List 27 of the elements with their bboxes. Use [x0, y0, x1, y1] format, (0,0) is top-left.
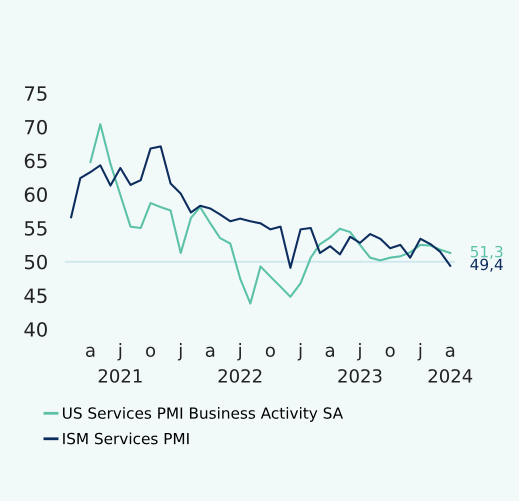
x-tick-label: o	[386, 346, 395, 358]
y-tick-label: 75	[25, 86, 47, 101]
annotation: 51,3	[470, 246, 502, 259]
y-tick-label: 65	[24, 154, 47, 168]
x-tick-label: j 2021	[98, 343, 142, 383]
x-tick-label: j	[298, 343, 302, 361]
y-tick-label: 60	[24, 187, 47, 202]
x-tick-label: j 2022	[218, 343, 262, 383]
annotation: 49,4	[470, 258, 503, 272]
x-tick-label: o	[146, 346, 156, 358]
x-tick-label: j	[178, 343, 182, 361]
x-tick-label: a	[326, 346, 334, 358]
x-tick-label: j 2023	[338, 343, 382, 383]
y-tick-label: 50	[24, 254, 47, 270]
legend-label: ISM Services PMI	[63, 432, 189, 444]
x-tick-label: a	[86, 346, 94, 358]
x-tick-label: j	[418, 343, 422, 361]
y-tick-label: 45	[24, 288, 47, 304]
x-tick-label: o	[266, 346, 275, 358]
x-tick-label: a	[206, 346, 214, 358]
line-series	[89, 123, 452, 305]
y-tick-label: 55	[24, 221, 47, 236]
y-tick-label: 70	[25, 120, 47, 135]
line-series	[70, 145, 452, 269]
legend-label: US Services PMI Business Activity SA	[63, 407, 343, 422]
y-tick-label: 40	[24, 322, 47, 337]
x-tick-label: a 2024	[428, 346, 472, 383]
